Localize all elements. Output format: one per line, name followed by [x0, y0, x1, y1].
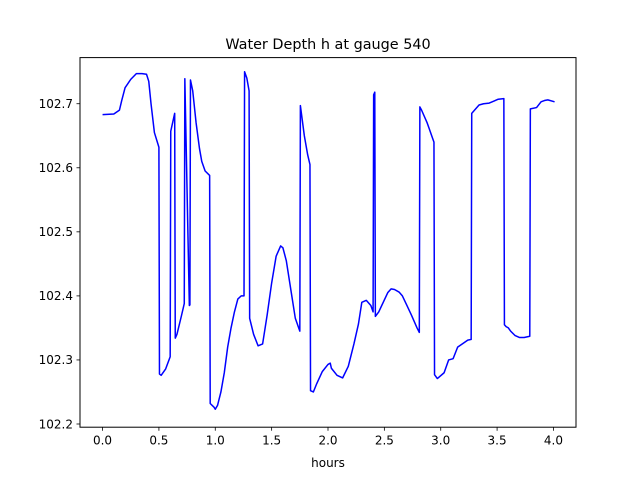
y-tick-label: 102.5 [39, 225, 73, 239]
plot-frame [79, 57, 577, 428]
chart-title: Water Depth h at gauge 540 [225, 37, 430, 53]
x-axis-label: hours [311, 456, 345, 470]
x-tick-label: 3.5 [488, 434, 507, 448]
x-tick-label: 1.5 [262, 434, 281, 448]
series-layer [102, 70, 555, 411]
x-tick-label: 2.0 [318, 434, 337, 448]
x-tick-label: 3.0 [431, 434, 450, 448]
y-axis: 102.2 102.3 102.4 102.5 102.6 102.7 [39, 97, 80, 431]
x-tick-label: 2.5 [375, 434, 394, 448]
x-tick-label: 0.0 [93, 434, 112, 448]
plot-area [80, 57, 576, 428]
x-tick-label: 4.0 [544, 434, 563, 448]
series-line [102, 70, 555, 411]
y-tick-label: 102.3 [39, 353, 73, 367]
x-tick-label: 0.5 [149, 434, 168, 448]
x-axis: 0.0 0.5 1.0 1.5 2.0 2.5 3.0 3.5 4.0 [93, 427, 563, 448]
y-tick-label: 102.6 [39, 161, 73, 175]
x-tick-label: 1.0 [206, 434, 225, 448]
y-tick-label: 102.4 [39, 289, 73, 303]
y-tick-label: 102.2 [39, 417, 73, 431]
y-tick-label: 102.7 [39, 97, 73, 111]
